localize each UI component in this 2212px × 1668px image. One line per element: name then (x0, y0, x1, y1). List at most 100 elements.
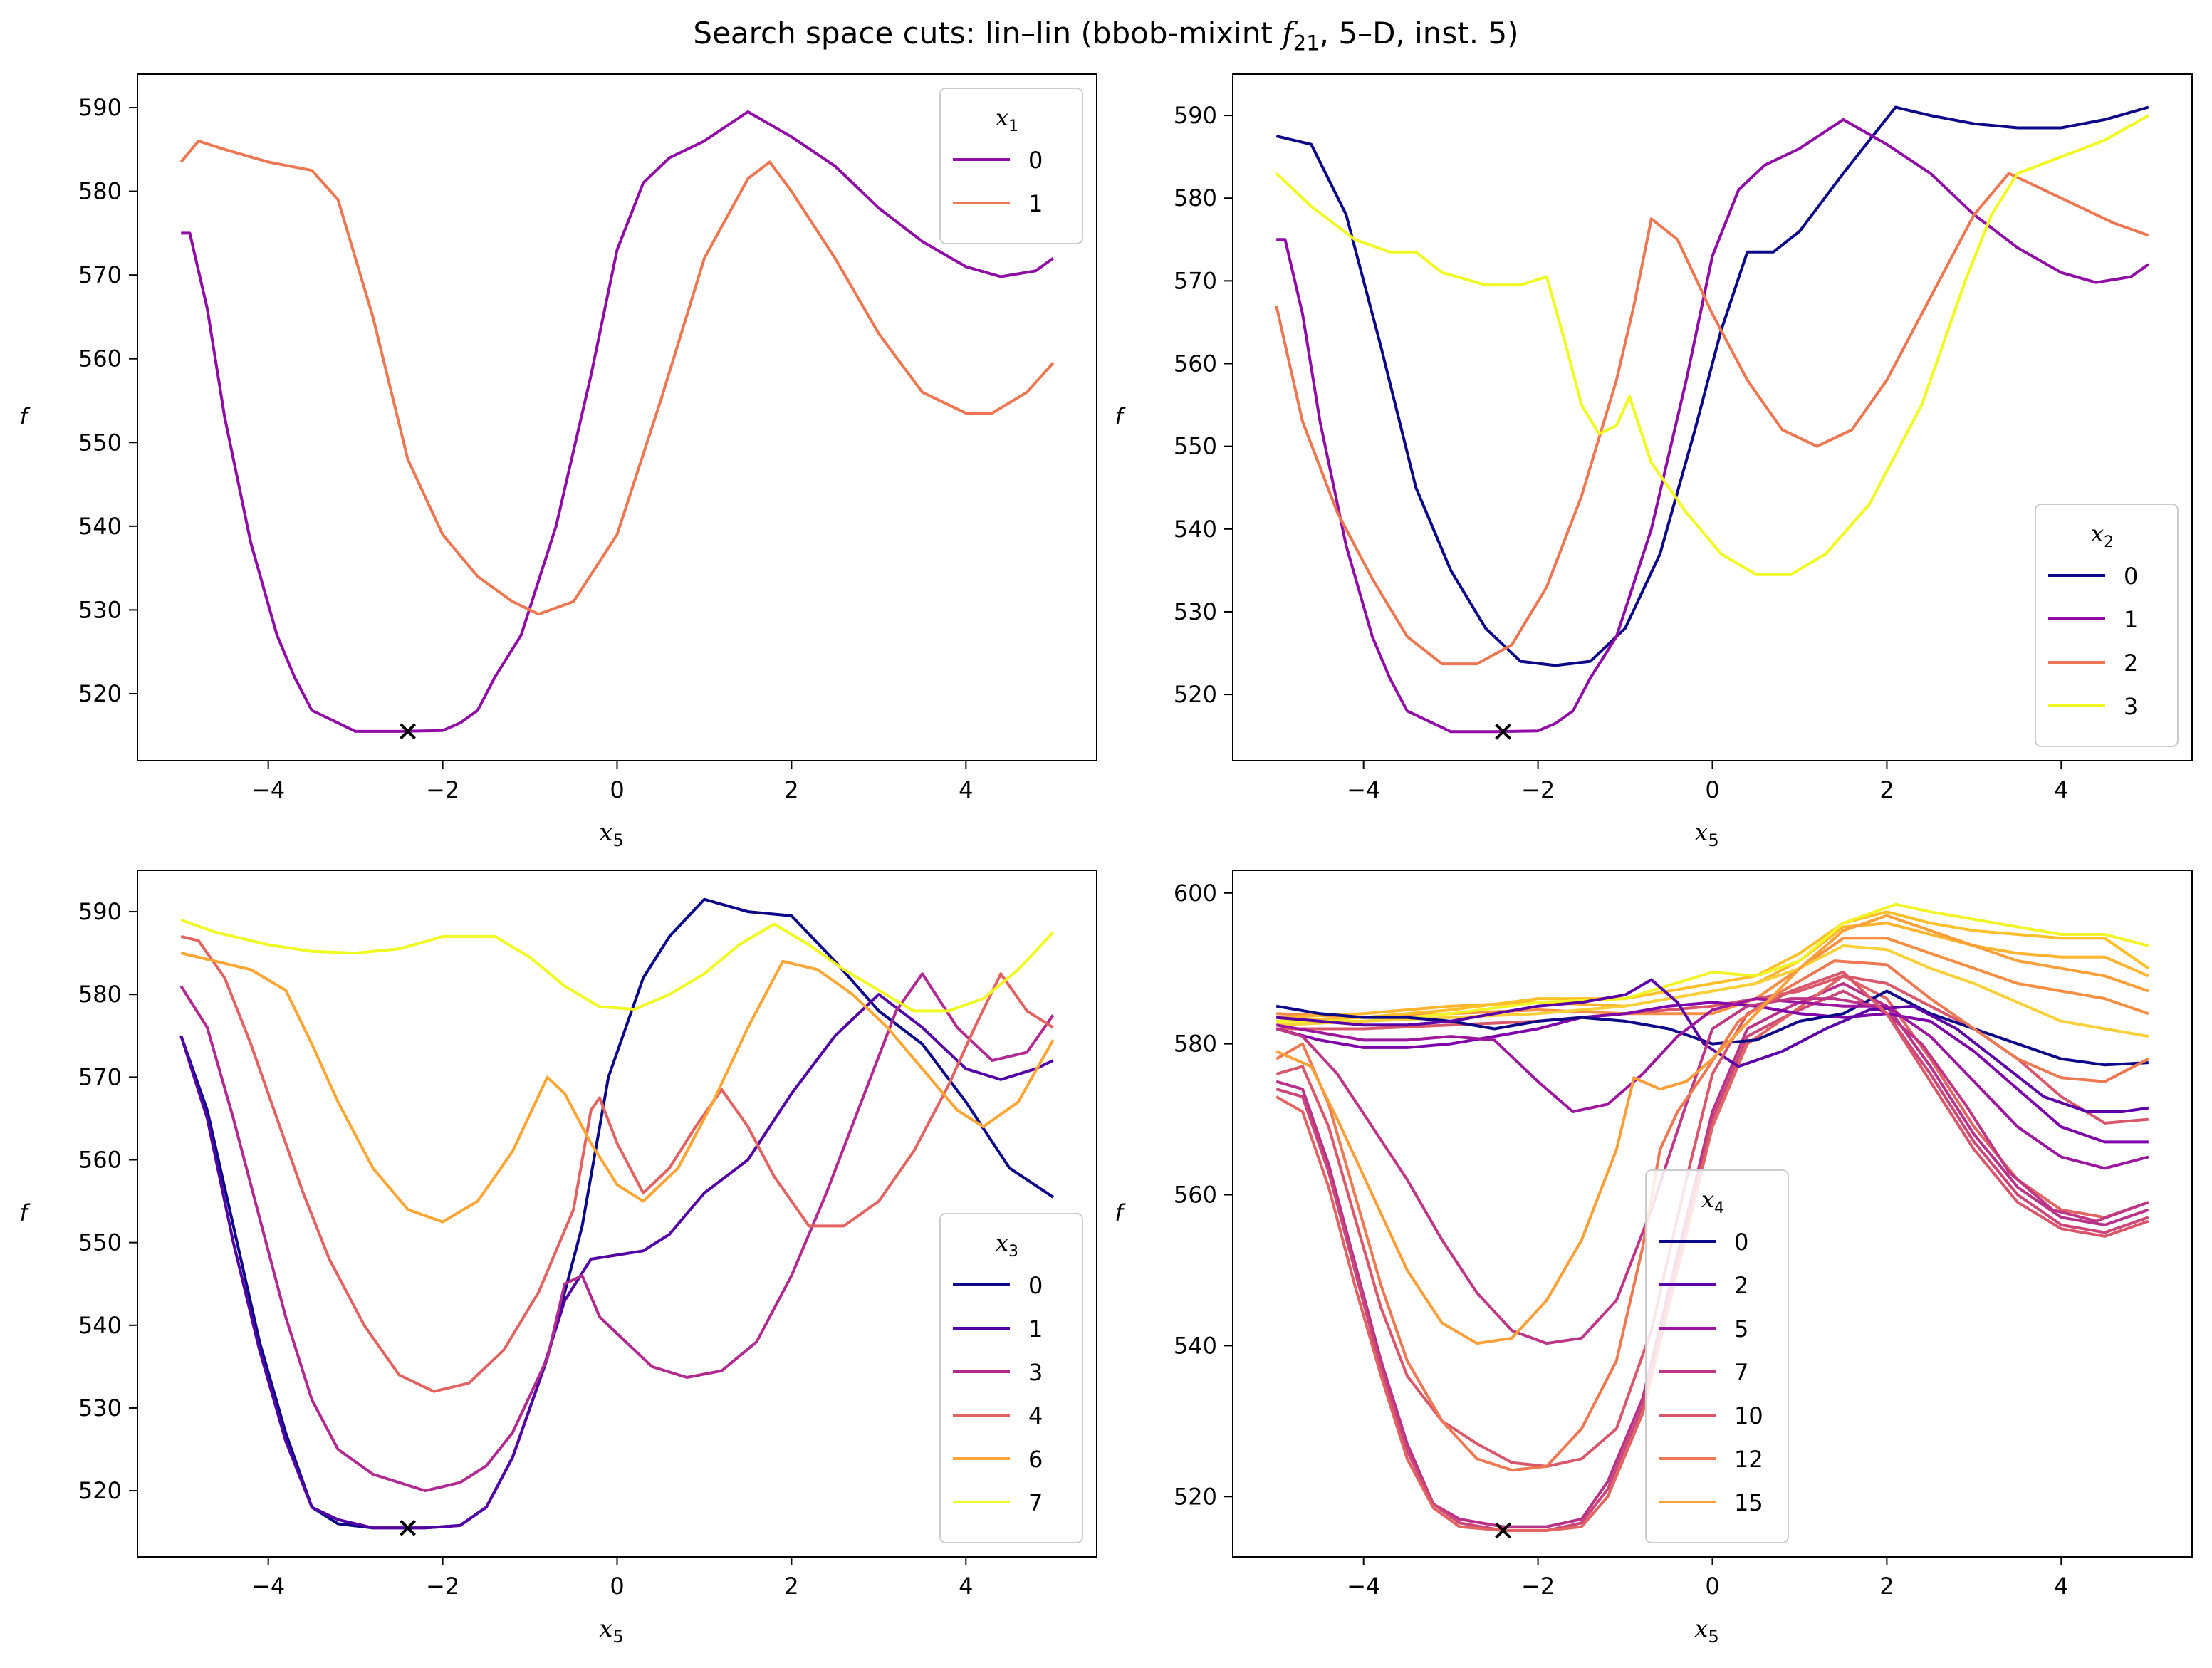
legend-label-2: 2 (2124, 650, 2138, 677)
series-line-7 (180, 918, 1055, 1013)
legend: x3 0 1 3 4 6 7 (939, 1213, 1083, 1543)
x-tick-label: 2 (1879, 1573, 1894, 1600)
legend-label-1: 1 (1028, 1315, 1043, 1343)
y-tick-label: 560 (1174, 1182, 1217, 1209)
optimum-marker (1495, 1522, 1512, 1539)
y-tick-label: 540 (78, 513, 122, 540)
x-tick-label: −2 (426, 776, 459, 803)
subplot-1: −4 −2 0 2 4 520 530 540 550 560 570 580 590 x5 f x1 0 1 (19, 73, 1097, 850)
x-tick-label: 2 (1879, 776, 1894, 803)
y-axis-label: f (19, 403, 31, 430)
x-tick-label: −4 (1347, 776, 1380, 803)
x-tick-label: 0 (1705, 1573, 1719, 1600)
legend-label-0: 0 (1734, 1229, 1748, 1256)
series-line-extra-6 (1276, 902, 2149, 1023)
legend: x2 0 1 2 3 (2035, 504, 2179, 747)
legend-label-6: 6 (1028, 1446, 1043, 1473)
x-tick-label: −2 (1521, 1573, 1555, 1600)
series-line-6 (180, 952, 1055, 1224)
x-tick-label: 0 (610, 1573, 624, 1600)
x-tick-label: 4 (2054, 1573, 2068, 1600)
legend-label-2: 2 (1734, 1272, 1748, 1299)
series-line-extra-5 (1276, 910, 2149, 1023)
x-tick-label: −4 (1347, 1573, 1380, 1600)
legend-box (2035, 504, 2179, 747)
series-line-7 (1275, 997, 2149, 1345)
figure-title: Search space cuts: lin–lin (bbob-mixint … (0, 16, 2212, 55)
subplot-4: −4 −2 0 2 4 520 540 560 580 600 x5 f x4 0 2 5 7 10 12 15 (1115, 870, 2193, 1647)
y-tick-label: 530 (78, 596, 122, 623)
series-group (1275, 902, 2149, 1532)
y-tick-label: 570 (78, 1063, 122, 1090)
x-tick-label: −4 (251, 1573, 285, 1600)
y-tick-label: 540 (1174, 1332, 1217, 1359)
y-tick-label: 520 (78, 680, 122, 707)
y-tick-label: 590 (78, 898, 122, 925)
series-line-1 (179, 140, 1055, 616)
legend-label-1: 1 (2124, 606, 2138, 633)
y-tick-label: 530 (1174, 598, 1217, 625)
optimum-marker (400, 723, 417, 740)
y-tick-label: 550 (1174, 433, 1217, 460)
legend-label-1: 1 (1028, 190, 1043, 217)
y-tick-label: 570 (78, 261, 122, 288)
series-group (1275, 105, 2149, 734)
series-line-2 (1276, 978, 2149, 1113)
x-tick-label: 0 (1705, 776, 1719, 803)
series-line-2 (1275, 172, 2149, 666)
y-tick-label: 540 (1174, 516, 1217, 543)
legend-title: x3 (996, 1229, 1018, 1261)
legend: x1 0 1 (939, 88, 1083, 244)
legend-label-15: 15 (1734, 1489, 1763, 1516)
y-tick-label: 600 (1174, 880, 1217, 907)
series-line-3 (1275, 114, 2149, 576)
x-axis-label: x5 (599, 818, 623, 850)
optimum-marker (400, 1519, 417, 1536)
legend-label-12: 12 (1734, 1446, 1763, 1473)
series-line-0 (1275, 989, 2149, 1067)
legend-label-0: 0 (2124, 563, 2138, 590)
x-tick-label: −2 (1521, 776, 1555, 803)
legend-label-7: 7 (1028, 1489, 1043, 1516)
legend-title: x4 (1701, 1186, 1724, 1217)
series-line-extra-2 (1275, 974, 2149, 1532)
legend-label-0: 0 (1028, 1272, 1043, 1299)
series-line-0 (181, 110, 1054, 733)
legend-label-10: 10 (1734, 1402, 1763, 1429)
legend-box (1645, 1169, 1789, 1543)
legend-title: x2 (2091, 520, 2114, 551)
series-line-4 (180, 934, 1054, 1393)
series-line-15 (1275, 914, 2149, 1345)
optimum-marker (1495, 723, 1512, 740)
legend-box (939, 88, 1083, 244)
figure-title-suffix: , 5–D, inst. 5) (1319, 16, 1519, 51)
series-line-extra-1 (1275, 989, 2149, 1532)
legend-label-3: 3 (2124, 693, 2138, 720)
y-tick-label: 580 (1174, 184, 1217, 212)
y-axis-label: f (1115, 1199, 1126, 1226)
figure-title-prefix: Search space cuts: lin–lin (bbob-mixint (693, 16, 1283, 51)
subplot-2: −4 −2 0 2 4 520 530 540 550 560 570 580 590 x5 f x2 0 1 2 3 (1115, 73, 2193, 850)
x-axis-label: x5 (599, 1615, 623, 1647)
series-line-5 (1275, 997, 2149, 1170)
y-tick-label: 580 (1174, 1031, 1217, 1058)
y-tick-label: 590 (1174, 102, 1217, 129)
x-tick-label: 2 (784, 1573, 798, 1600)
legend-label-3: 3 (1028, 1359, 1043, 1386)
x-tick-label: 4 (959, 1573, 973, 1600)
y-tick-label: 520 (1174, 1483, 1217, 1510)
legend-label-7: 7 (1734, 1359, 1748, 1386)
y-tick-label: 540 (78, 1312, 122, 1339)
y-tick-label: 520 (78, 1477, 122, 1504)
series-line-0 (1275, 105, 2149, 667)
legend: x4 0 2 5 7 10 12 15 (1645, 1169, 1789, 1543)
y-axis-label: f (19, 1199, 31, 1226)
legend-title: x1 (996, 104, 1018, 135)
y-axis-label: f (1115, 403, 1126, 430)
series-line-extra-0 (1275, 981, 2149, 1528)
y-tick-label: 570 (1174, 267, 1217, 294)
x-axis-label: x5 (1694, 818, 1718, 850)
figure-title-f: f (1282, 16, 1293, 51)
